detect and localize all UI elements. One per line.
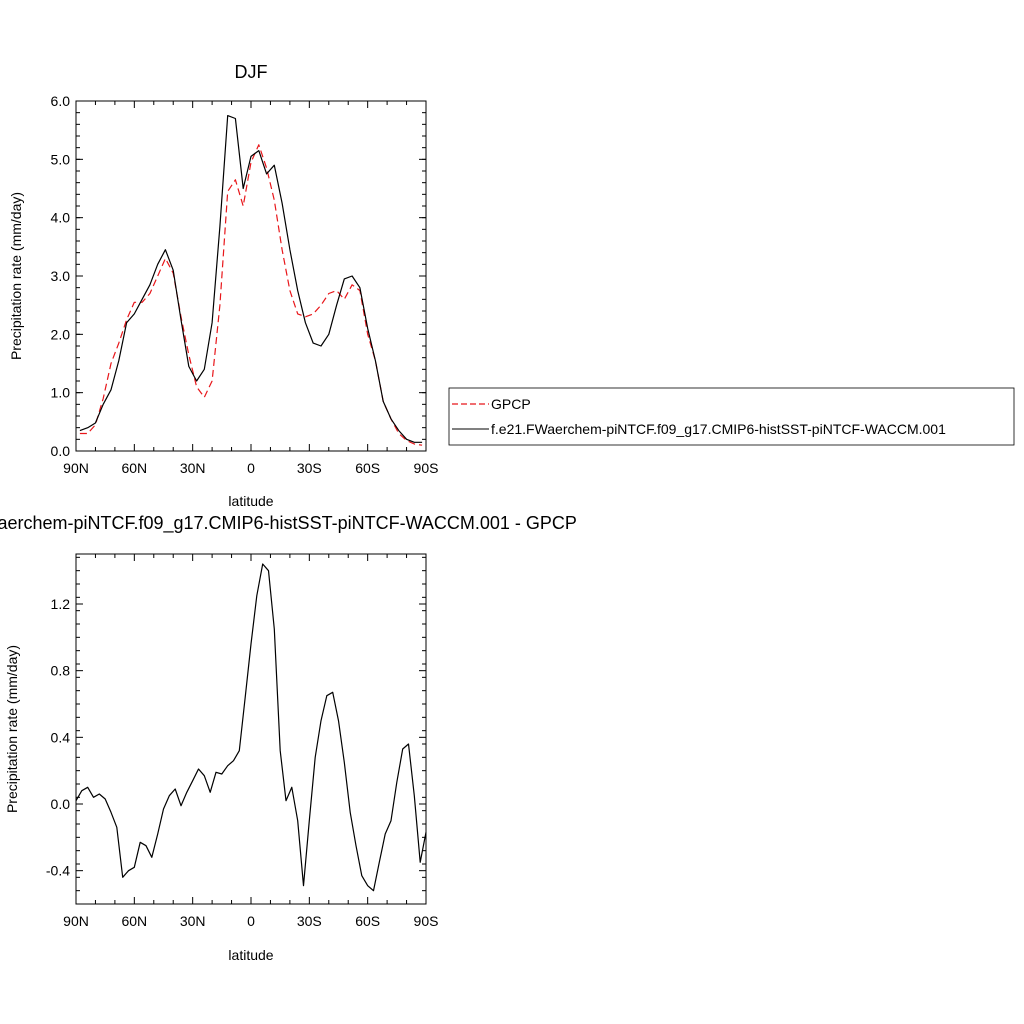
y-tick-label: 6.0 (51, 93, 71, 109)
djf-line-chart: DJF 90N 60N 30N 0 30S 60S 90S 0.0 1.0 2.0 3.0 4.0 5.… (8, 62, 438, 509)
axis-ticks: 90N 60N 30N 0 30S 60S 90S 0.0 1.0 2.0 3.0 4.0 5.0 6.0 (51, 93, 439, 476)
series-line-0 (79, 144, 423, 446)
y-tick-label: 5.0 (51, 151, 71, 167)
chart-title: f.e21.FWaerchem-piNTCF.f09_g17.CMIP6-his… (0, 513, 577, 534)
y-axis-label: Precipitation rate (mm/day) (4, 645, 20, 813)
axis-ticks: 90N 60N 30N 0 30S 60S 90S -0.4 0.0 0.4 0.8 1.2 (46, 554, 439, 929)
y-tick-label: 0.0 (51, 796, 71, 812)
plot-frame (75, 100, 427, 452)
x-tick-label: 30S (297, 460, 322, 476)
x-tick-label: 90N (63, 913, 89, 929)
plot-frame (75, 553, 427, 905)
y-tick-label: 1.2 (51, 596, 71, 612)
y-tick-label: 1.0 (51, 385, 71, 401)
x-axis-label: latitude (228, 493, 273, 509)
x-tick-label: 30N (180, 460, 206, 476)
y-tick-label: 0.4 (51, 729, 71, 745)
series-line-0 (75, 563, 427, 892)
x-tick-label: 90S (414, 913, 439, 929)
series-lines (79, 114, 423, 446)
x-tick-label: 0 (247, 913, 255, 929)
y-tick-label: 0.0 (51, 443, 71, 459)
x-tick-label: 90N (63, 460, 89, 476)
y-tick-label: 2.0 (51, 326, 71, 342)
y-tick-label: 4.0 (51, 210, 71, 226)
x-tick-label: 30S (297, 913, 322, 929)
legend-label-gpcp: GPCP (491, 396, 531, 412)
x-tick-label: 60N (121, 913, 147, 929)
x-axis-label: latitude (228, 947, 273, 963)
y-tick-label: 3.0 (51, 268, 71, 284)
x-tick-label: 90S (414, 460, 439, 476)
x-tick-label: 30N (180, 913, 206, 929)
difference-line-chart: f.e21.FWaerchem-piNTCF.f09_g17.CMIP6-his… (0, 513, 577, 963)
y-axis-label: Precipitation rate (mm/day) (8, 192, 24, 360)
y-tick-label: -0.4 (46, 863, 70, 879)
x-tick-label: 0 (247, 460, 255, 476)
series-line-1 (79, 114, 423, 443)
legend-box (448, 387, 1015, 446)
chart-title: DJF (235, 62, 268, 82)
y-tick-label: 0.8 (51, 663, 71, 679)
x-tick-label: 60S (355, 913, 380, 929)
x-tick-label: 60S (355, 460, 380, 476)
series-lines (75, 563, 427, 892)
x-tick-label: 60N (121, 460, 147, 476)
legend: GPCP f.e21.FWaerchem-piNTCF.f09_g17.CMIP… (448, 387, 1015, 446)
legend-label-model: f.e21.FWaerchem-piNTCF.f09_g17.CMIP6-his… (491, 421, 946, 437)
